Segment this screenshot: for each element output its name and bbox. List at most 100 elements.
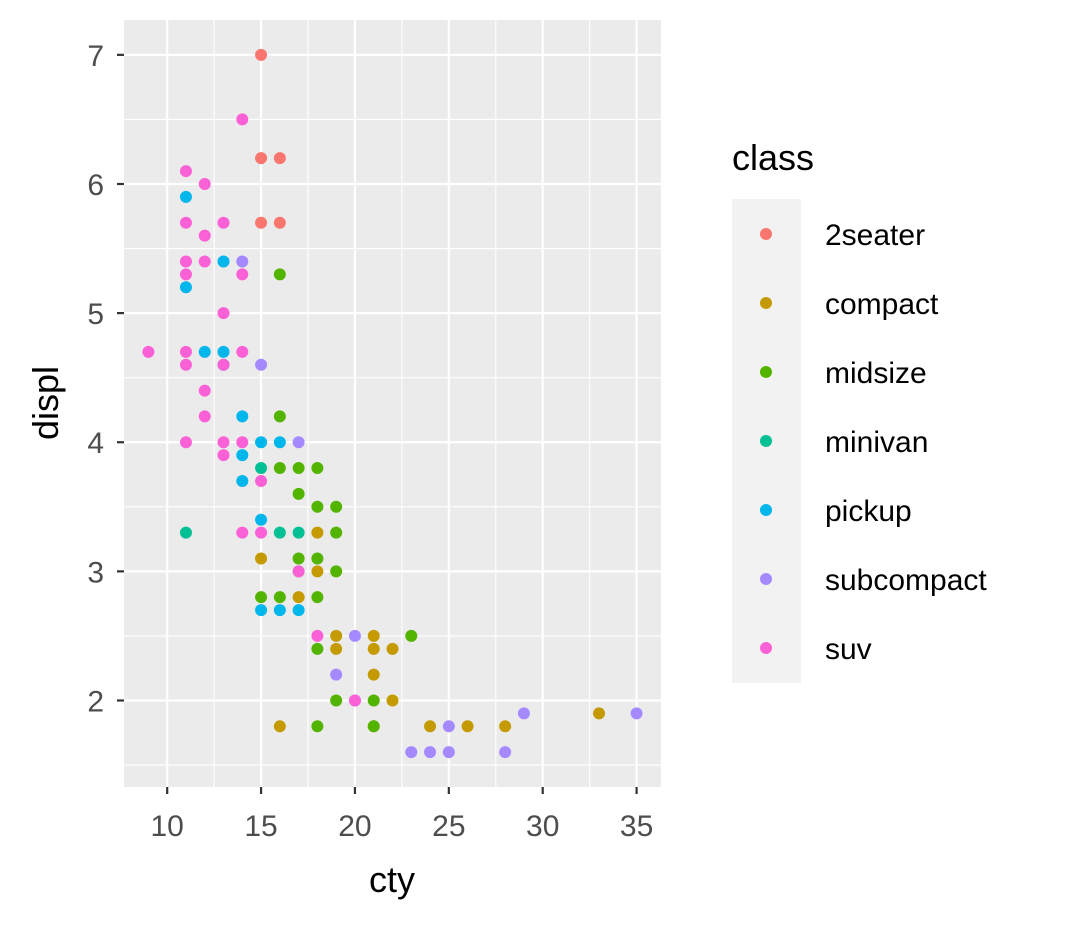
data-point-suv	[217, 449, 230, 462]
data-point-midsize	[292, 462, 305, 475]
data-point-pickup	[236, 410, 249, 423]
legend-key-2seater	[760, 228, 772, 240]
y-tick-label: 5	[87, 298, 104, 331]
data-point-compact	[424, 720, 437, 733]
data-point-suv	[198, 255, 211, 268]
x-tick-label: 15	[244, 810, 277, 843]
data-point-compact	[386, 642, 399, 655]
y-tick-label: 7	[87, 40, 104, 73]
data-point-pickup	[236, 449, 249, 462]
data-point-suv	[217, 358, 230, 371]
data-point-midsize	[330, 526, 343, 539]
data-point-2seater	[273, 152, 286, 165]
data-point-minivan	[255, 462, 268, 475]
data-point-midsize	[330, 694, 343, 707]
legend-key-minivan	[760, 435, 772, 447]
data-point-suv	[179, 255, 192, 268]
data-point-subcompact	[424, 746, 437, 759]
data-point-suv	[348, 694, 361, 707]
data-point-compact	[367, 629, 380, 642]
legend-label-2seater: 2seater	[825, 219, 925, 252]
data-point-midsize	[255, 591, 268, 604]
legend-key-compact	[760, 297, 772, 309]
data-point-midsize	[273, 591, 286, 604]
x-tick-label: 35	[620, 810, 653, 843]
data-point-compact	[273, 720, 286, 733]
legend-label-suv: suv	[825, 633, 872, 666]
data-point-suv	[179, 436, 192, 449]
data-point-pickup	[198, 345, 211, 358]
data-point-midsize	[405, 629, 418, 642]
data-point-2seater	[273, 216, 286, 229]
legend-label-compact: compact	[825, 288, 939, 321]
data-point-pickup	[292, 604, 305, 617]
data-point-subcompact	[499, 746, 512, 759]
data-point-suv	[236, 436, 249, 449]
data-point-compact	[367, 668, 380, 681]
data-point-subcompact	[236, 255, 249, 268]
data-point-2seater	[255, 216, 268, 229]
data-point-midsize	[311, 642, 324, 655]
data-point-midsize	[311, 462, 324, 475]
data-point-compact	[311, 526, 324, 539]
data-point-pickup	[179, 190, 192, 203]
data-point-compact	[461, 720, 474, 733]
legend-key-subcompact	[760, 573, 772, 585]
data-point-midsize	[292, 552, 305, 565]
legend-key-suv	[760, 642, 772, 654]
data-point-suv	[179, 345, 192, 358]
legend-title: class	[732, 137, 814, 178]
data-point-compact	[255, 552, 268, 565]
y-tick-label: 4	[87, 427, 104, 460]
data-point-subcompact	[442, 720, 455, 733]
data-point-pickup	[273, 436, 286, 449]
data-point-pickup	[273, 604, 286, 617]
data-point-midsize	[273, 462, 286, 475]
data-point-suv	[255, 474, 268, 487]
legend-label-minivan: minivan	[825, 426, 928, 459]
data-point-suv	[179, 216, 192, 229]
data-point-subcompact	[348, 629, 361, 642]
data-point-subcompact	[330, 668, 343, 681]
data-point-suv	[179, 165, 192, 178]
data-point-pickup	[255, 604, 268, 617]
legend-label-midsize: midsize	[825, 357, 927, 390]
data-point-suv	[142, 345, 155, 358]
x-axis-title: cty	[369, 859, 415, 900]
plot-panel	[124, 20, 661, 787]
data-point-midsize	[367, 694, 380, 707]
data-point-suv	[198, 410, 211, 423]
data-point-compact	[593, 707, 606, 720]
data-point-subcompact	[405, 746, 418, 759]
data-point-suv	[236, 268, 249, 281]
x-tick-label: 25	[432, 810, 465, 843]
data-point-suv	[255, 526, 268, 539]
data-point-suv	[198, 177, 211, 190]
y-axis-title: displ	[25, 366, 66, 440]
data-point-suv	[292, 565, 305, 578]
data-point-pickup	[179, 281, 192, 294]
data-point-subcompact	[255, 358, 268, 371]
data-point-suv	[179, 358, 192, 371]
data-point-compact	[499, 720, 512, 733]
data-point-subcompact	[517, 707, 530, 720]
data-point-compact	[367, 642, 380, 655]
data-point-2seater	[255, 152, 268, 165]
data-point-subcompact	[630, 707, 643, 720]
legend-label-subcompact: subcompact	[825, 564, 987, 597]
data-point-midsize	[311, 500, 324, 513]
data-point-suv	[311, 629, 324, 642]
data-point-pickup	[236, 474, 249, 487]
x-tick-label: 10	[150, 810, 183, 843]
x-tick-label: 20	[338, 810, 371, 843]
data-point-pickup	[217, 255, 230, 268]
data-point-pickup	[255, 436, 268, 449]
data-point-compact	[330, 629, 343, 642]
data-point-suv	[236, 526, 249, 539]
data-point-suv	[217, 216, 230, 229]
data-point-midsize	[311, 720, 324, 733]
data-point-minivan	[273, 526, 286, 539]
data-point-midsize	[330, 565, 343, 578]
data-point-midsize	[311, 552, 324, 565]
